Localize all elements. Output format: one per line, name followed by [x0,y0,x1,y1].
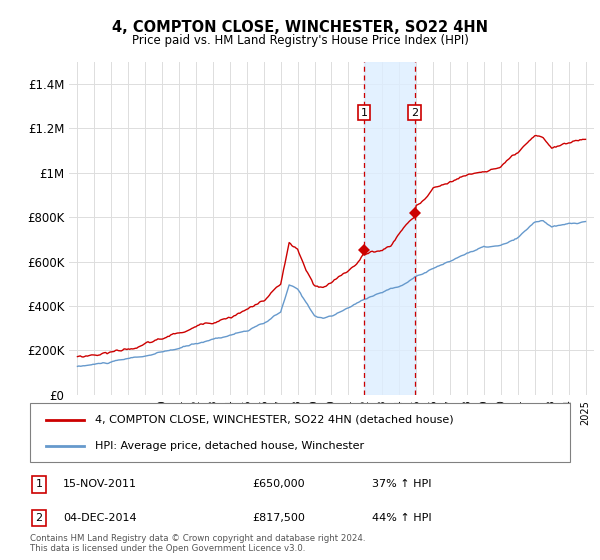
Text: 37% ↑ HPI: 37% ↑ HPI [372,479,431,489]
Text: Contains HM Land Registry data © Crown copyright and database right 2024.
This d: Contains HM Land Registry data © Crown c… [30,534,365,553]
Text: 1: 1 [361,108,368,118]
Text: 2: 2 [35,513,43,523]
Text: £817,500: £817,500 [252,513,305,523]
Text: £650,000: £650,000 [252,479,305,489]
Text: 2: 2 [411,108,418,118]
Text: 4, COMPTON CLOSE, WINCHESTER, SO22 4HN (detached house): 4, COMPTON CLOSE, WINCHESTER, SO22 4HN (… [95,414,454,424]
Text: 1: 1 [35,479,43,489]
Text: 4, COMPTON CLOSE, WINCHESTER, SO22 4HN: 4, COMPTON CLOSE, WINCHESTER, SO22 4HN [112,20,488,35]
Text: HPI: Average price, detached house, Winchester: HPI: Average price, detached house, Winc… [95,441,364,451]
Text: 04-DEC-2014: 04-DEC-2014 [63,513,137,523]
Text: Price paid vs. HM Land Registry's House Price Index (HPI): Price paid vs. HM Land Registry's House … [131,34,469,46]
Text: 44% ↑ HPI: 44% ↑ HPI [372,513,431,523]
Bar [364,62,415,395]
Text: 15-NOV-2011: 15-NOV-2011 [63,479,137,489]
FancyBboxPatch shape [30,403,570,462]
